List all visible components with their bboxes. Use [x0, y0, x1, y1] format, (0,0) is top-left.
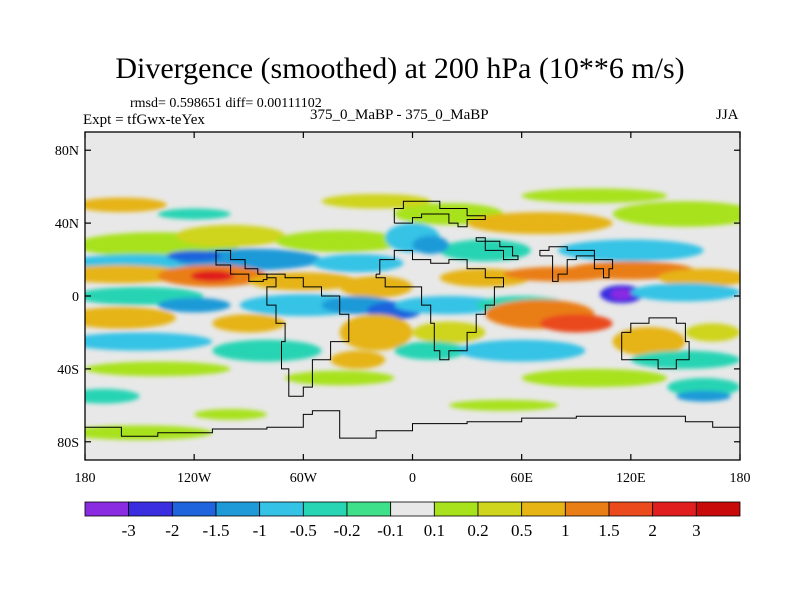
- field-contour: [521, 368, 668, 388]
- field-contour: [630, 283, 740, 302]
- x-axis: 180 120W 60W 0 60E 120E 180: [75, 132, 751, 486]
- field-contour: [685, 323, 740, 342]
- field-contour: [539, 314, 613, 333]
- field-contour: [658, 268, 740, 287]
- colorbar-label: 1: [561, 521, 570, 540]
- colorbar-swatch: [128, 501, 173, 517]
- colorbar-swatch: [346, 501, 392, 517]
- x-tick-label: 0: [409, 471, 416, 486]
- colorbar-label: -0.5: [290, 521, 317, 540]
- y-tick-label: 0: [72, 290, 79, 305]
- experiment-label: Expt = tfGwx-teYex: [83, 112, 205, 128]
- colorbar-swatch: [215, 501, 261, 517]
- x-tick-label: 180: [75, 471, 96, 486]
- field-contour: [285, 370, 395, 386]
- colorbar-label: -1.5: [203, 521, 230, 540]
- colorbar-swatch: [84, 501, 130, 517]
- field-contour: [612, 326, 686, 357]
- field-contour: [412, 235, 449, 255]
- colorbar-label: 0.2: [467, 521, 488, 540]
- colorbar-swatch: [608, 501, 654, 517]
- colorbar-label: -0.2: [334, 521, 361, 540]
- colorbar-swatch: [171, 501, 217, 517]
- colorbar-swatch: [477, 501, 523, 517]
- colorbar-label: 3: [692, 521, 701, 540]
- colorbar-swatch: [521, 501, 566, 517]
- x-tick-label: 60W: [290, 471, 318, 486]
- field-contour: [676, 390, 731, 402]
- field-contour: [190, 270, 235, 282]
- field-contour: [612, 201, 740, 227]
- comparison-label: 375_0_MaBP - 375_0_MaBP: [310, 107, 489, 123]
- field-contour: [212, 339, 322, 362]
- colorbar-label: 0.5: [511, 521, 532, 540]
- colorbar-swatch: [564, 501, 610, 517]
- field-contour: [521, 188, 668, 204]
- field-contour: [330, 350, 386, 369]
- y-tick-label: 80N: [55, 144, 79, 159]
- y-axis: 80N 40N 0 40S 80S: [55, 144, 740, 451]
- colorbar-label: -0.1: [377, 521, 404, 540]
- field-contour: [85, 306, 176, 329]
- coastline: [266, 273, 350, 397]
- colorbar-label: 2: [648, 521, 657, 540]
- field-contour: [157, 208, 231, 220]
- colorbar-swatch: [652, 501, 697, 517]
- colorbar-label: -3: [122, 521, 136, 540]
- chart-title: Divergence (smoothed) at 200 hPa (10**6 …: [115, 52, 685, 85]
- stats-label: rmsd= 0.598651 diff= 0.00111102: [130, 96, 322, 111]
- field-contour: [85, 361, 231, 377]
- colorbar: -3 -2 -1.5 -1 -0.5 -0.2 -0.1 0.1 0.2 0.5 1 1.5 2 3: [84, 501, 741, 540]
- coastline: [393, 200, 486, 228]
- y-tick-label: 40S: [57, 363, 79, 378]
- field-contour: [85, 332, 213, 351]
- field-contour: [175, 224, 286, 247]
- coastline: [85, 410, 740, 460]
- coastline: [475, 237, 519, 261]
- colorbar-label: -1: [253, 521, 267, 540]
- field-layer: [85, 132, 740, 460]
- colorbar-label: 0.1: [424, 521, 445, 540]
- colorbar-swatch: [302, 501, 348, 517]
- x-tick-label: 120E: [616, 471, 646, 486]
- field-contour: [157, 297, 231, 313]
- field-contour: [212, 314, 286, 333]
- season-label: JJA: [716, 107, 739, 123]
- field-contour: [467, 212, 613, 235]
- field-contour: [339, 275, 413, 298]
- field-contour: [312, 254, 404, 273]
- field-contour: [610, 288, 633, 300]
- field-contour: [276, 230, 404, 253]
- field-contour: [85, 388, 140, 404]
- x-tick-label: 180: [730, 471, 751, 486]
- coastline: [375, 249, 504, 361]
- colorbar-label: -2: [165, 521, 179, 540]
- y-tick-label: 80S: [57, 436, 79, 451]
- colorbar-swatch: [259, 501, 304, 517]
- field-contour: [166, 250, 222, 262]
- colorbar-label: 1.5: [598, 521, 619, 540]
- x-tick-label: 120W: [177, 471, 212, 486]
- colorbar-swatch: [433, 501, 479, 517]
- colorbar-swatch: [390, 501, 435, 517]
- colorbar-swatch: [695, 501, 741, 517]
- x-tick-label: 60E: [510, 471, 533, 486]
- field-contour: [194, 408, 267, 420]
- coastline: [539, 246, 614, 282]
- field-contour: [448, 399, 559, 411]
- field-contour: [85, 425, 213, 440]
- coastline: [621, 317, 690, 370]
- field-contour: [667, 378, 740, 397]
- field-contour: [457, 339, 586, 362]
- field-contour: [339, 314, 413, 351]
- y-tick-label: 40N: [55, 217, 79, 232]
- field-contour: [85, 197, 167, 213]
- coastline-layer: [85, 200, 740, 460]
- coastline: [215, 249, 268, 282]
